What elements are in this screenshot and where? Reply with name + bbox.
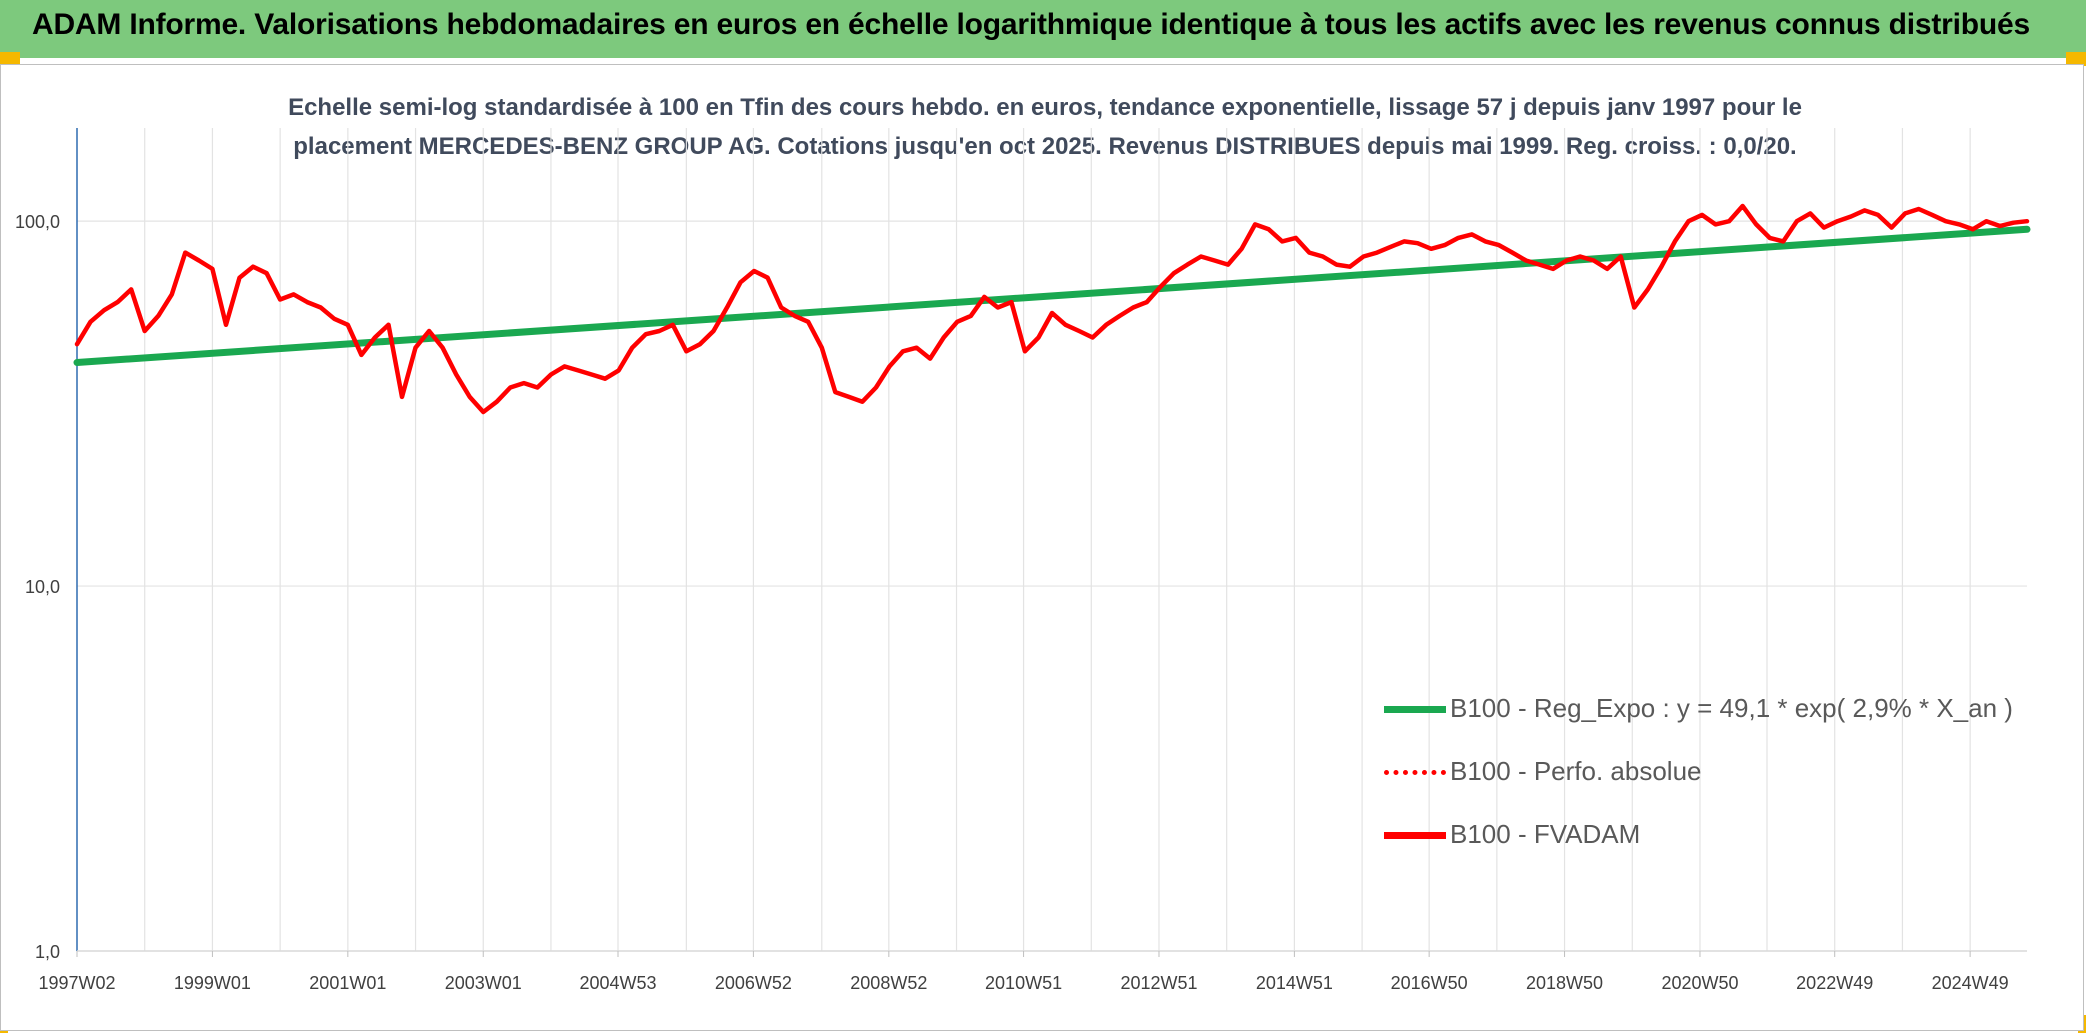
legend-swatch-red-line — [1384, 832, 1446, 839]
x-tick-label: 2010W51 — [985, 973, 1062, 993]
x-tick-label: 2008W52 — [850, 973, 927, 993]
corner-marker-top-right — [2066, 52, 2086, 66]
report-header: ADAM Informe. Valorisations hebdomadaire… — [0, 0, 2086, 58]
x-tick-label: 2003W01 — [445, 973, 522, 993]
y-tick-label: 100,0 — [15, 212, 60, 232]
x-tick-label: 2018W50 — [1526, 973, 1603, 993]
x-tick-label: 2012W51 — [1120, 973, 1197, 993]
x-tick-label: 1997W02 — [38, 973, 115, 993]
x-tick-label: 2024W49 — [1932, 973, 2009, 993]
legend-label-perfo-absolue: B100 - Perfo. absolue — [1450, 756, 1702, 786]
x-tick-label: 2004W53 — [579, 973, 656, 993]
legend-label-reg-expo: B100 - Reg_Expo : y = 49,1 * exp( 2,9% *… — [1450, 693, 2013, 723]
corner-marker-top-left — [0, 52, 20, 66]
x-tick-label: 2022W49 — [1796, 973, 1873, 993]
x-tick-label: 2016W50 — [1391, 973, 1468, 993]
series-line-reg-expo — [73, 225, 2031, 366]
legend-swatch-red-dotted — [1384, 770, 1446, 775]
y-tick-label: 1,0 — [35, 942, 60, 962]
legend-swatch-green-line — [1384, 706, 1446, 713]
chart-subtitle: Echelle semi-log standardisée à 100 en T… — [180, 88, 1910, 166]
x-tick-label: 2020W50 — [1661, 973, 1738, 993]
report-title: ADAM Informe. Valorisations hebdomadaire… — [32, 8, 2030, 41]
x-tick-label: 1999W01 — [174, 973, 251, 993]
x-tick-label: 2001W01 — [309, 973, 386, 993]
x-tick-label: 2014W51 — [1256, 973, 1333, 993]
chart-subtitle-line-2: placement MERCEDES-BENZ GROUP AG. Cotati… — [293, 133, 1797, 160]
legend-label-fvadam: B100 - FVADAM — [1450, 819, 1641, 849]
series-line-fvadam — [74, 203, 2030, 415]
chart-subtitle-line-1: Echelle semi-log standardisée à 100 en T… — [288, 94, 1802, 121]
x-tick-label: 2006W52 — [715, 973, 792, 993]
y-tick-label: 10,0 — [25, 577, 60, 597]
